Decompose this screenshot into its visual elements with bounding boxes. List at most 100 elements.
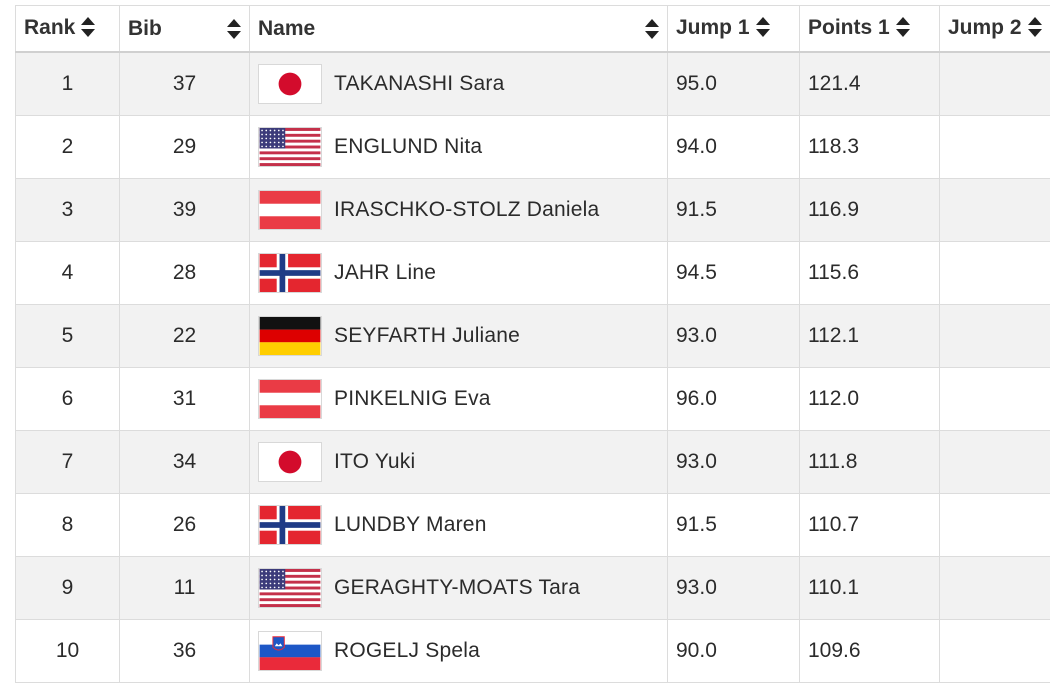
- bib-cell: 28: [119, 241, 250, 305]
- column-header-label: Rank: [24, 16, 76, 40]
- jump2-cell: [939, 241, 1050, 305]
- column-header-jump2[interactable]: Jump 2: [939, 5, 1050, 53]
- athlete-name[interactable]: IRASCHKO-STOLZ Daniela: [334, 198, 600, 221]
- results-body: 1 37 TAKANASHI Sara 95.0 121.4 2 29 ENGL…: [15, 51, 1050, 683]
- name-cell: ITO Yuki: [249, 430, 668, 494]
- sort-icon[interactable]: [645, 17, 659, 41]
- sort-icon[interactable]: [755, 15, 770, 39]
- jump1-cell: 93.0: [667, 304, 800, 368]
- germany-flag-icon: [258, 316, 322, 356]
- column-header-rank[interactable]: Rank: [15, 5, 120, 53]
- name-cell: SEYFARTH Juliane: [249, 304, 668, 368]
- name-cell: GERAGHTY-MOATS Tara: [249, 556, 668, 620]
- athlete-name[interactable]: SEYFARTH Juliane: [334, 324, 521, 347]
- jump2-cell: [939, 178, 1050, 242]
- bib-cell: 36: [119, 619, 250, 683]
- sort-icon[interactable]: [1027, 15, 1042, 39]
- jump1-cell: 94.0: [667, 115, 800, 179]
- table-row[interactable]: 6 31 PINKELNIG Eva 96.0 112.0: [15, 367, 1050, 431]
- name-cell: ENGLUND Nita: [249, 115, 668, 179]
- jump2-cell: [939, 430, 1050, 494]
- rank-cell: 1: [15, 51, 120, 116]
- rank-cell: 5: [15, 304, 120, 368]
- bib-cell: 37: [119, 51, 250, 116]
- points1-cell: 118.3: [799, 115, 940, 179]
- athlete-name[interactable]: LUNDBY Maren: [334, 513, 487, 536]
- bib-cell: 29: [119, 115, 250, 179]
- column-header-name[interactable]: Name: [249, 5, 668, 53]
- table-row[interactable]: 7 34 ITO Yuki 93.0 111.8: [15, 430, 1050, 494]
- athlete-name[interactable]: PINKELNIG Eva: [334, 387, 491, 410]
- athlete-name[interactable]: ITO Yuki: [334, 450, 416, 473]
- jump2-cell: [939, 51, 1050, 116]
- athlete-name[interactable]: ENGLUND Nita: [334, 135, 483, 158]
- rank-cell: 2: [15, 115, 120, 179]
- table-row[interactable]: 9 11 GERAGHTY-MOATS Tara 93.0 110.1: [15, 556, 1050, 620]
- rank-cell: 10: [15, 619, 120, 683]
- points1-cell: 110.1: [799, 556, 940, 620]
- points1-cell: 111.8: [799, 430, 940, 494]
- rank-cell: 7: [15, 430, 120, 494]
- jump2-cell: [939, 556, 1050, 620]
- table-row[interactable]: 3 39 IRASCHKO-STOLZ Daniela 91.5 116.9: [15, 178, 1050, 242]
- table-row[interactable]: 8 26 LUNDBY Maren 91.5 110.7: [15, 493, 1050, 557]
- name-cell: ROGELJ Spela: [249, 619, 668, 683]
- table-row[interactable]: 5 22 SEYFARTH Juliane 93.0 112.1: [15, 304, 1050, 368]
- slovenia-flag-icon: [258, 631, 322, 671]
- bib-cell: 11: [119, 556, 250, 620]
- table-row[interactable]: 1 37 TAKANASHI Sara 95.0 121.4: [15, 51, 1050, 116]
- athlete-name[interactable]: JAHR Line: [334, 261, 437, 284]
- name-cell: TAKANASHI Sara: [249, 51, 668, 116]
- column-header-bib[interactable]: Bib: [119, 5, 250, 53]
- column-header-label: Bib: [128, 16, 162, 40]
- athlete-name[interactable]: TAKANASHI Sara: [334, 72, 505, 95]
- sort-icon[interactable]: [227, 17, 241, 41]
- jump1-cell: 95.0: [667, 51, 800, 116]
- japan-flag-icon: [258, 64, 322, 104]
- japan-flag-icon: [258, 442, 322, 482]
- norway-flag-icon: [258, 505, 322, 545]
- austria-flag-icon: [258, 379, 322, 419]
- rank-cell: 4: [15, 241, 120, 305]
- table-row[interactable]: 4 28 JAHR Line 94.5 115.6: [15, 241, 1050, 305]
- name-cell: PINKELNIG Eva: [249, 367, 668, 431]
- column-header-label: Jump 2: [948, 16, 1022, 40]
- sort-icon[interactable]: [81, 15, 96, 39]
- jump2-cell: [939, 115, 1050, 179]
- column-header-jump1[interactable]: Jump 1: [667, 5, 800, 53]
- jump1-cell: 90.0: [667, 619, 800, 683]
- bib-cell: 31: [119, 367, 250, 431]
- jump1-cell: 93.0: [667, 430, 800, 494]
- norway-flag-icon: [258, 253, 322, 293]
- jump1-cell: 93.0: [667, 556, 800, 620]
- column-header-label: Points 1: [808, 16, 890, 40]
- points1-cell: 116.9: [799, 178, 940, 242]
- jump2-cell: [939, 619, 1050, 683]
- points1-cell: 121.4: [799, 51, 940, 116]
- table-row[interactable]: 2 29 ENGLUND Nita 94.0 118.3: [15, 115, 1050, 179]
- table-row[interactable]: 10 36 ROGELJ Spela 90.0 109.6: [15, 619, 1050, 683]
- bib-cell: 22: [119, 304, 250, 368]
- jump1-cell: 91.5: [667, 493, 800, 557]
- jump1-cell: 91.5: [667, 178, 800, 242]
- jump2-cell: [939, 304, 1050, 368]
- bib-cell: 34: [119, 430, 250, 494]
- jump1-cell: 96.0: [667, 367, 800, 431]
- rank-cell: 6: [15, 367, 120, 431]
- points1-cell: 112.1: [799, 304, 940, 368]
- sort-icon[interactable]: [895, 15, 910, 39]
- jump1-cell: 94.5: [667, 241, 800, 305]
- results-table: Rank Bib Name Jump 1 Points 1 Jump 2 1 3…: [15, 5, 1050, 683]
- name-cell: IRASCHKO-STOLZ Daniela: [249, 178, 668, 242]
- header-row: Rank Bib Name Jump 1 Points 1 Jump 2: [15, 5, 1050, 53]
- jump2-cell: [939, 493, 1050, 557]
- usa-flag-icon: [258, 568, 322, 608]
- austria-flag-icon: [258, 190, 322, 230]
- column-header-points1[interactable]: Points 1: [799, 5, 940, 53]
- rank-cell: 3: [15, 178, 120, 242]
- name-cell: LUNDBY Maren: [249, 493, 668, 557]
- rank-cell: 9: [15, 556, 120, 620]
- athlete-name[interactable]: ROGELJ Spela: [334, 639, 480, 662]
- points1-cell: 115.6: [799, 241, 940, 305]
- athlete-name[interactable]: GERAGHTY-MOATS Tara: [334, 576, 581, 599]
